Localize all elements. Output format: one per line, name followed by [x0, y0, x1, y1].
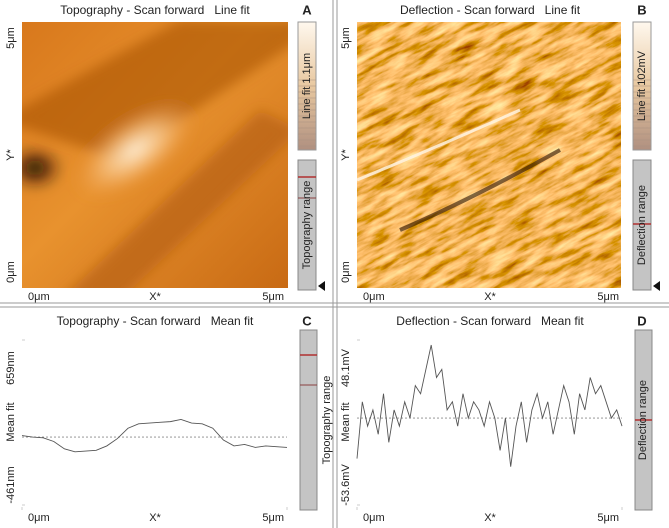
- deflection-image: [357, 22, 621, 288]
- panel-letter: B: [637, 2, 646, 17]
- y-tick-label: -53.6mV: [340, 464, 352, 506]
- y-axis-label: Y*: [5, 148, 17, 160]
- panel-letter: D: [637, 313, 646, 328]
- x-tick-label: 5μm: [597, 512, 619, 524]
- y-axis-label: Y*: [340, 148, 352, 160]
- panel-title: Topography - Scan forward Line fit: [60, 3, 250, 17]
- pointer: [653, 281, 660, 291]
- x-axis-label: X*: [149, 291, 161, 303]
- y-axis-bottom: 0μm: [340, 261, 352, 283]
- range-label: Deflection range: [637, 380, 649, 460]
- colorbar-label: Line fit 102mV: [636, 50, 648, 121]
- range-label: Topography range: [321, 376, 333, 465]
- x-axis-label: X*: [484, 512, 496, 524]
- y-tick-label: -461nm: [5, 466, 17, 503]
- panel-letter: C: [302, 313, 312, 328]
- x-axis-left: 0μm: [363, 291, 385, 303]
- y-axis-label: Mean fit: [5, 402, 17, 441]
- range-bar: [632, 159, 652, 291]
- chart-title: Deflection - Scan forward Mean fit: [396, 314, 584, 328]
- profile-line: [356, 344, 623, 467]
- x-tick-label: 0μm: [363, 512, 385, 524]
- chart-title: Topography - Scan forward Mean fit: [57, 314, 254, 328]
- colorbar-label: Line fit 1.1μm: [301, 53, 313, 119]
- x-axis-left: 0μm: [28, 291, 50, 303]
- topography-image: [22, 22, 288, 288]
- profile-line: [21, 418, 288, 453]
- range-bar: [299, 329, 318, 511]
- x-tick-label: 0μm: [28, 512, 50, 524]
- y-axis-top: 5μm: [340, 27, 352, 49]
- x-axis-label: X*: [484, 291, 496, 303]
- x-axis-right: 5μm: [262, 291, 284, 303]
- x-tick-label: 5μm: [262, 512, 284, 524]
- range-bar: [297, 159, 317, 291]
- y-axis-bottom: 0μm: [5, 261, 17, 283]
- y-tick-label: 659nm: [5, 351, 17, 385]
- panel-letter: A: [302, 2, 312, 17]
- range-label: Deflection range: [636, 185, 648, 265]
- x-axis-right: 5μm: [597, 291, 619, 303]
- range-label: Topography range: [301, 181, 313, 270]
- y-tick-label: 48.1mV: [340, 348, 352, 387]
- y-axis-label: Mean fit: [340, 402, 352, 441]
- y-axis-top: 5μm: [5, 27, 17, 49]
- pointer: [318, 281, 325, 291]
- panel-title: Deflection - Scan forward Line fit: [400, 3, 581, 17]
- x-axis-label: X*: [149, 512, 161, 524]
